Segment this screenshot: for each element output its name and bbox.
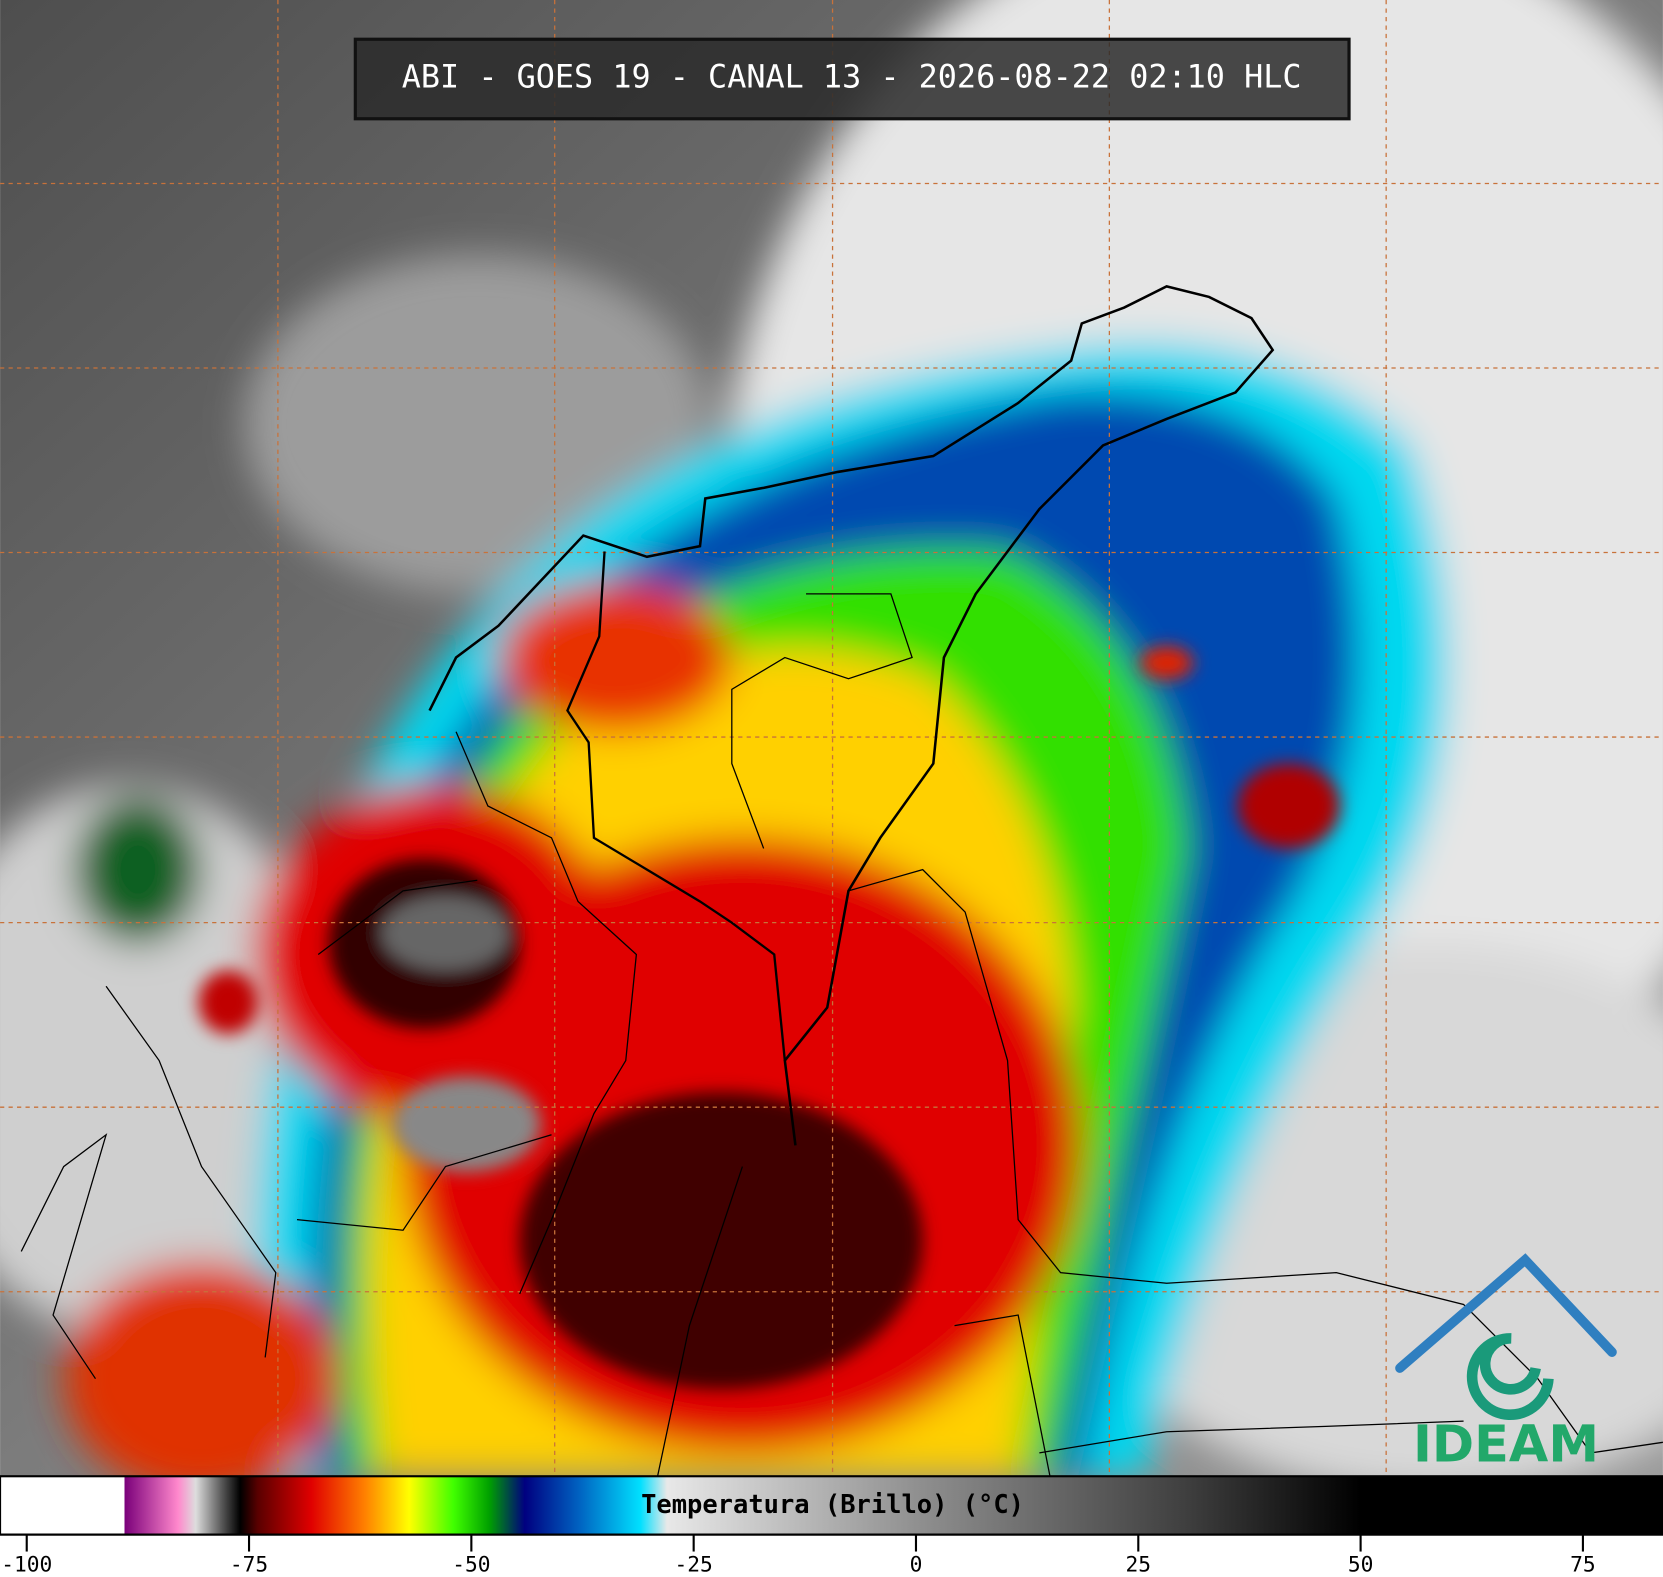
colorbar: -100 -75 -50 -25 0 25 50 75	[0, 1475, 1663, 1577]
tick-label: -75	[230, 1552, 268, 1577]
title-box	[353, 37, 1351, 121]
tick-label: -100	[1, 1552, 52, 1577]
logo: IDEAM	[1395, 1253, 1617, 1475]
logo-text: IDEAM	[1413, 1416, 1599, 1475]
tick-label: 50	[1348, 1552, 1374, 1577]
tick-label: -50	[452, 1552, 490, 1577]
graticule	[0, 0, 1663, 1477]
satellite-image	[0, 0, 1663, 1477]
tick-label: 75	[1570, 1552, 1596, 1577]
borders	[20, 284, 1663, 1477]
tick-label: 25	[1126, 1552, 1152, 1577]
colorbar-ramp	[0, 1475, 1663, 1536]
colorbar-label: Temperatura (Brillo) (°C)	[641, 1490, 1024, 1520]
tick-label: 0	[910, 1552, 923, 1577]
title: ABI - GOES 19 - CANAL 13 - 2026-08-22 02…	[402, 57, 1302, 95]
tick-label: -25	[675, 1552, 713, 1577]
